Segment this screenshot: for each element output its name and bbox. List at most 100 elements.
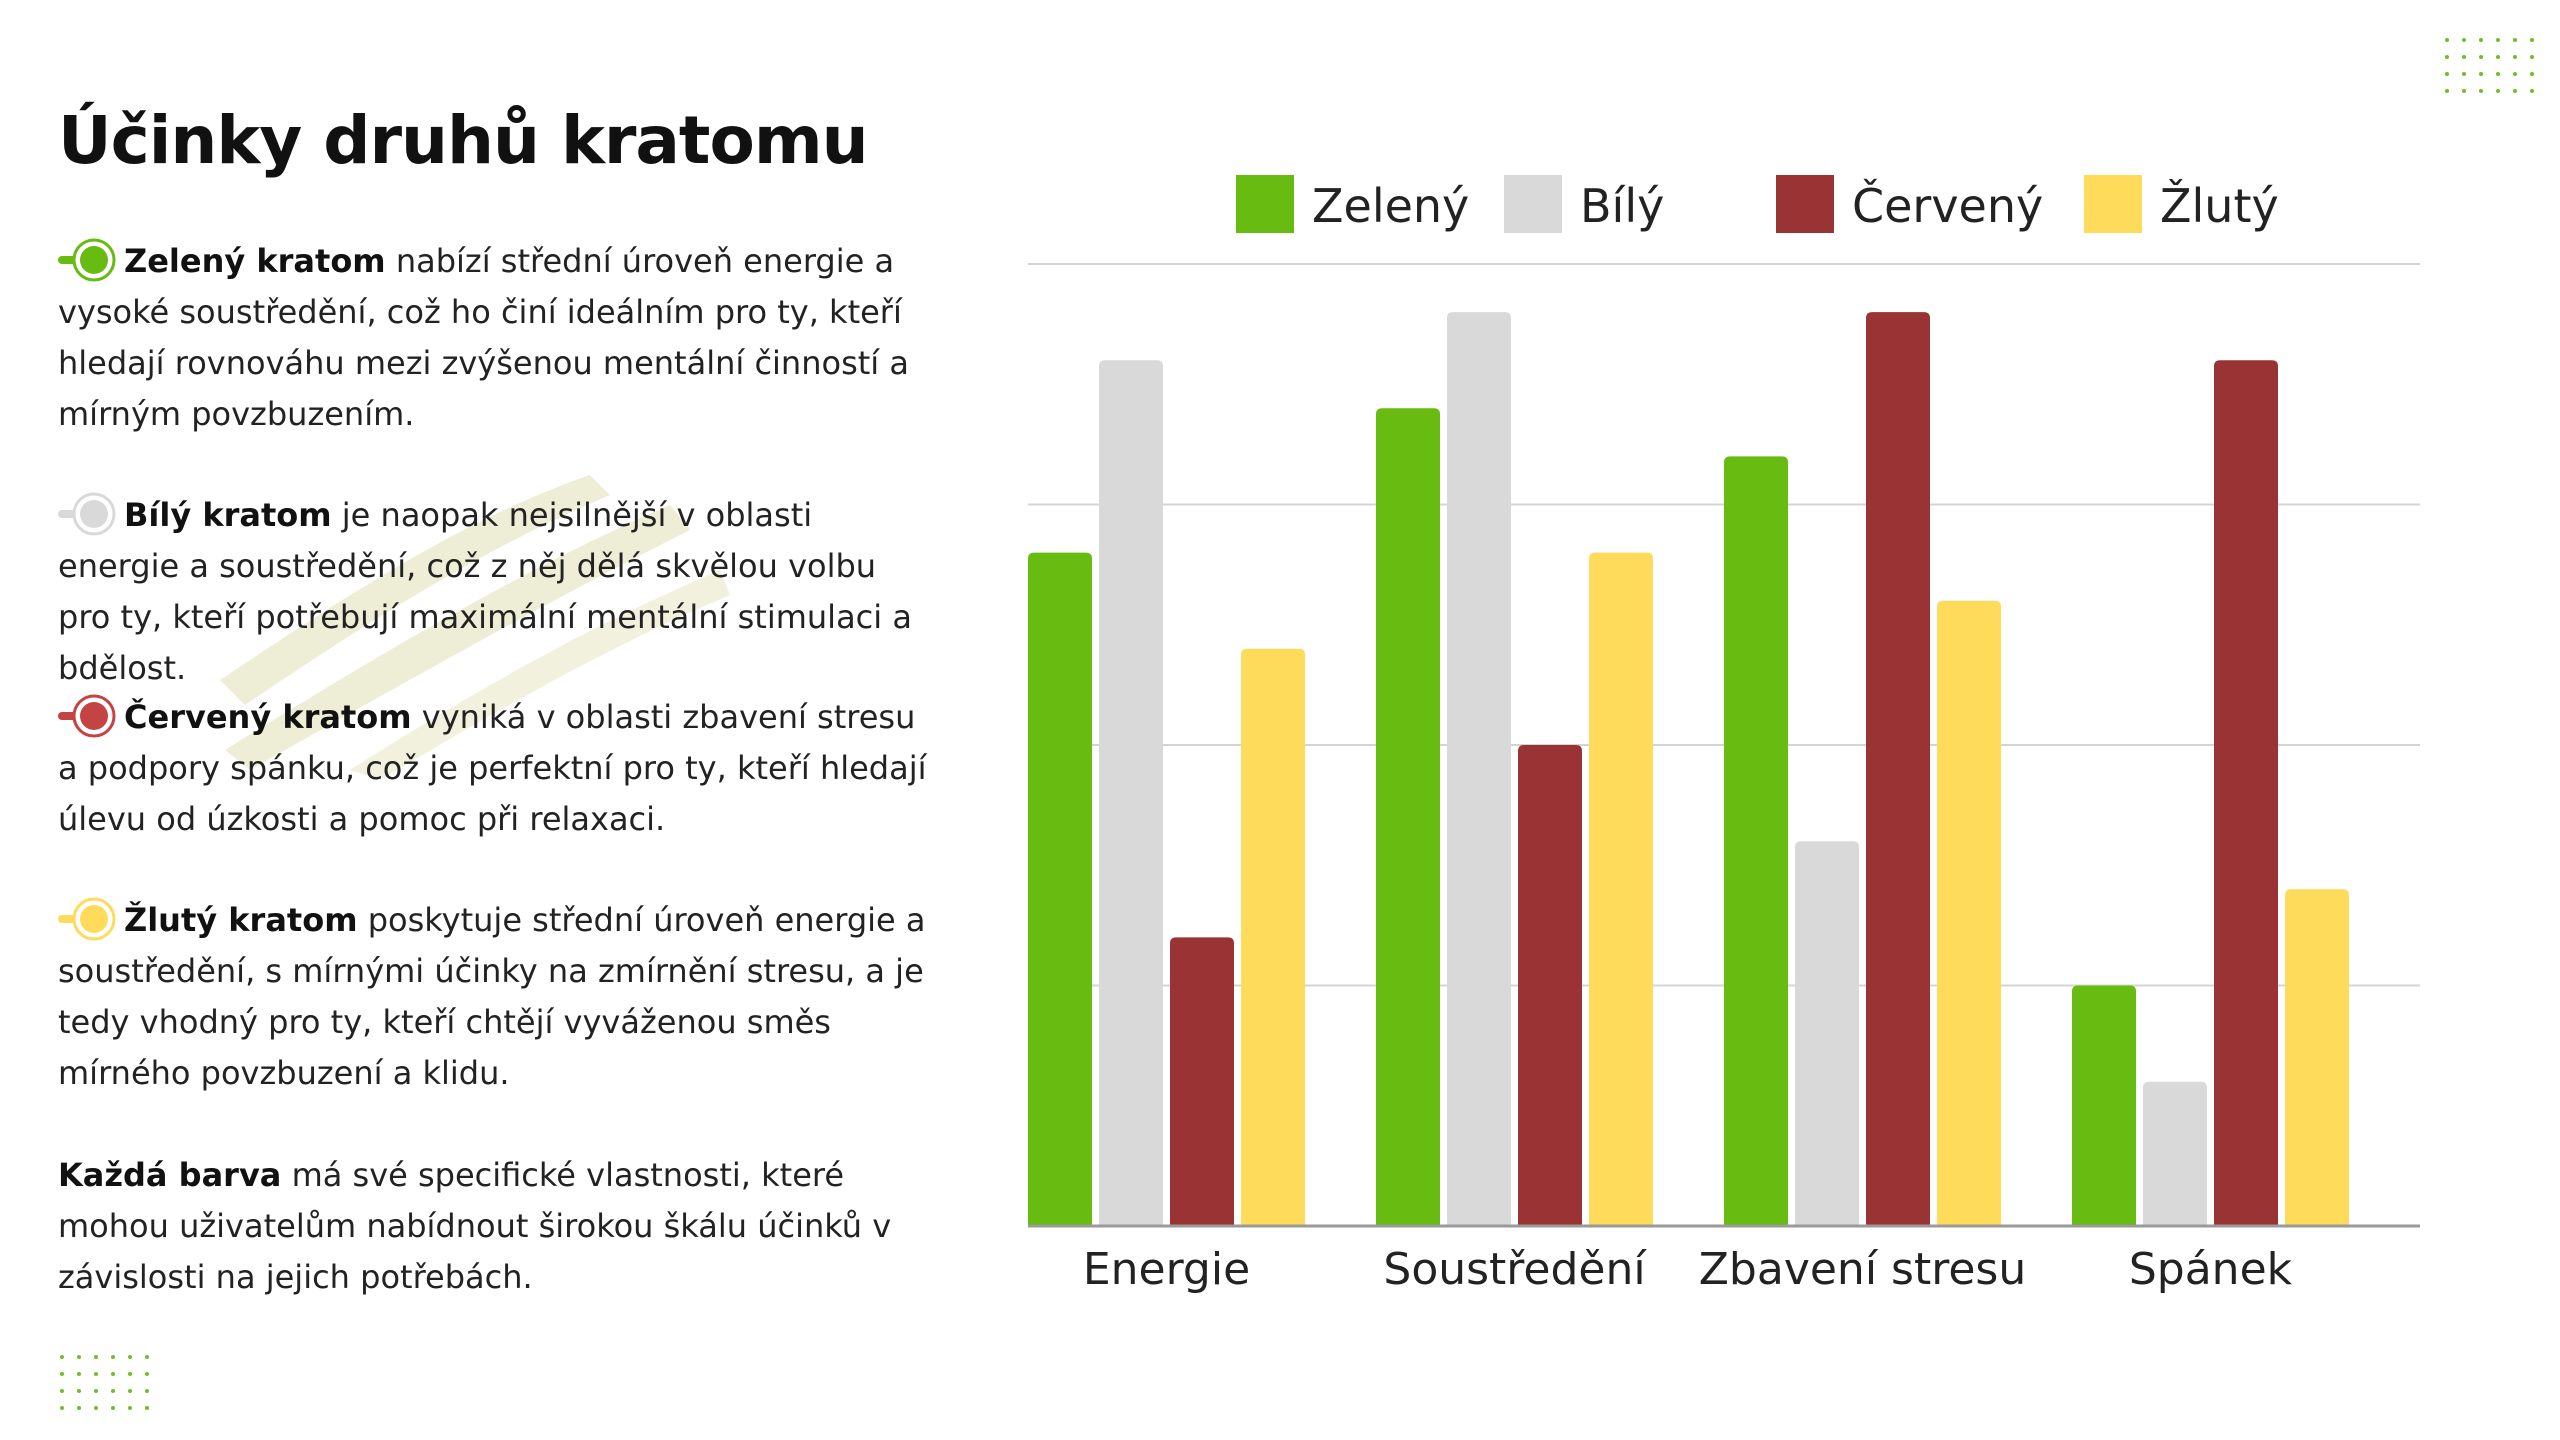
white-kratom-text: je naopak nejsilnější v oblasti energie … (58, 496, 912, 687)
decor-dot (2462, 38, 2466, 42)
red-slider-knob-icon (58, 694, 116, 738)
paragraph-summary: Každá barva má své specifické vlastnosti… (58, 1150, 938, 1303)
legend-swatch-Zelený (1236, 175, 1294, 233)
yellow-kratom-text: poskytuje střední úroveň energie a soust… (58, 901, 926, 1092)
decor-dot (2513, 38, 2517, 42)
legend-swatch-Bílý (1504, 175, 1562, 233)
decor-dot (2479, 89, 2483, 93)
bar-Soustředění-Zelený (1376, 408, 1440, 1226)
decor-dot (60, 1372, 64, 1376)
x-tick-label: Soustředění (1383, 1244, 1647, 1295)
decor-dot (2496, 55, 2500, 59)
paragraph-green-kratom: Zelený kratom nabízí střední úroveň ener… (58, 236, 938, 440)
bar-Spánek-Zelený (2072, 985, 2136, 1226)
green-kratom-name: Zelený kratom (124, 242, 386, 280)
legend-label-Zelený: Zelený (1312, 179, 1469, 233)
legend-swatch-Žlutý (2084, 175, 2142, 233)
decor-dot (2479, 38, 2483, 42)
x-tick-label: Zbavení stresu (1699, 1244, 2026, 1295)
decor-dot (2513, 55, 2517, 59)
decor-dot (2496, 38, 2500, 42)
bar-Energie-Červený (1170, 937, 1234, 1226)
summary-lead: Každá barva (58, 1156, 282, 1194)
decor-dot (111, 1355, 115, 1359)
decor-dot (2462, 72, 2466, 76)
white-kratom-name: Bílý kratom (124, 496, 332, 534)
decor-dot (128, 1355, 132, 1359)
bar-Zbavení stresu-Žlutý (1937, 600, 2001, 1226)
bar-Zbavení stresu-Červený (1866, 312, 1930, 1227)
decor-dot (2479, 55, 2483, 59)
decor-dot (145, 1389, 149, 1393)
decor-dot (2445, 89, 2449, 93)
decor-dot (2496, 72, 2500, 76)
effects-bar-chart: Energie Soustředění Zbavení stresu Spánek Ze… (1028, 175, 2420, 1295)
bar-Soustředění-Červený (1518, 745, 1582, 1226)
legend-label-Bílý: Bílý (1580, 179, 1664, 233)
paragraph-yellow-kratom: Žlutý kratom poskytuje střední úroveň en… (58, 895, 938, 1099)
decor-dot (60, 1355, 64, 1359)
decor-dot (2530, 72, 2534, 76)
bar-Zbavení stresu-Bílý (1795, 841, 1859, 1226)
bar-Spánek-Červený (2214, 360, 2278, 1226)
decor-dot (2445, 55, 2449, 59)
bar-Zbavení stresu-Zelený (1724, 456, 1788, 1226)
legend-swatch-Červený (1776, 175, 1834, 233)
decor-dot (2530, 55, 2534, 59)
decor-dot (2496, 89, 2500, 93)
legend-label-Žlutý: Žlutý (2160, 179, 2279, 233)
decor-dot (94, 1406, 98, 1410)
bar-Energie-Žlutý (1241, 648, 1305, 1226)
decor-dot (94, 1372, 98, 1376)
red-kratom-text: vyniká v oblasti zbavení stresu a podpor… (58, 698, 927, 838)
bar-Energie-Bílý (1099, 360, 1163, 1226)
bar-Soustředění-Žlutý (1589, 552, 1653, 1226)
decor-dot (145, 1406, 149, 1410)
decor-dot (2445, 72, 2449, 76)
decor-dot (60, 1406, 64, 1410)
decor-dot (2462, 55, 2466, 59)
decor-dot (60, 1389, 64, 1393)
x-tick-label: Spánek (2129, 1244, 2293, 1295)
decor-dot (2513, 89, 2517, 93)
decor-dot (2462, 89, 2466, 93)
decor-dot (2530, 38, 2534, 42)
brush-stroke-decoration (220, 475, 730, 780)
x-tick-label: Energie (1083, 1244, 1250, 1295)
paragraph-white-kratom: Bílý kratom je naopak nejsilnější v obla… (58, 490, 938, 694)
decor-dot (2445, 38, 2449, 42)
dot-grid-decoration-bottom (60, 1355, 149, 1410)
decor-dot (94, 1355, 98, 1359)
green-slider-knob-icon (58, 238, 116, 282)
decor-dot (128, 1406, 132, 1410)
paragraph-red-kratom: Červený kratom vyniká v oblasti zbavení … (58, 692, 938, 845)
bar-Soustředění-Bílý (1447, 312, 1511, 1227)
yellow-slider-knob-icon (58, 897, 116, 941)
red-kratom-name: Červený kratom (124, 698, 412, 736)
decor-dot (111, 1372, 115, 1376)
decor-dot (77, 1389, 81, 1393)
decor-dot (2479, 72, 2483, 76)
decor-dot (128, 1389, 132, 1393)
decor-dot (77, 1406, 81, 1410)
decor-dot (77, 1372, 81, 1376)
dot-grid-decoration-top (2445, 38, 2534, 93)
decor-dot (94, 1389, 98, 1393)
decor-dot (145, 1355, 149, 1359)
decor-dot (2530, 89, 2534, 93)
decor-dot (2513, 72, 2517, 76)
summary-text: má své specifické vlastnosti, které moho… (58, 1156, 892, 1296)
white-slider-knob-icon (58, 492, 116, 536)
decor-dot (128, 1372, 132, 1376)
decor-dot (111, 1406, 115, 1410)
legend-label-Červený: Červený (1852, 178, 2043, 233)
bar-Energie-Zelený (1028, 552, 1092, 1226)
page-title: Účinky druhů kratomu (58, 102, 869, 179)
decor-dot (145, 1372, 149, 1376)
green-kratom-text: nabízí střední úroveň energie a vysoké s… (58, 242, 909, 433)
bar-Spánek-Bílý (2143, 1081, 2207, 1226)
decor-dot (77, 1355, 81, 1359)
yellow-kratom-name: Žlutý kratom (124, 901, 358, 939)
decor-dot (111, 1389, 115, 1393)
